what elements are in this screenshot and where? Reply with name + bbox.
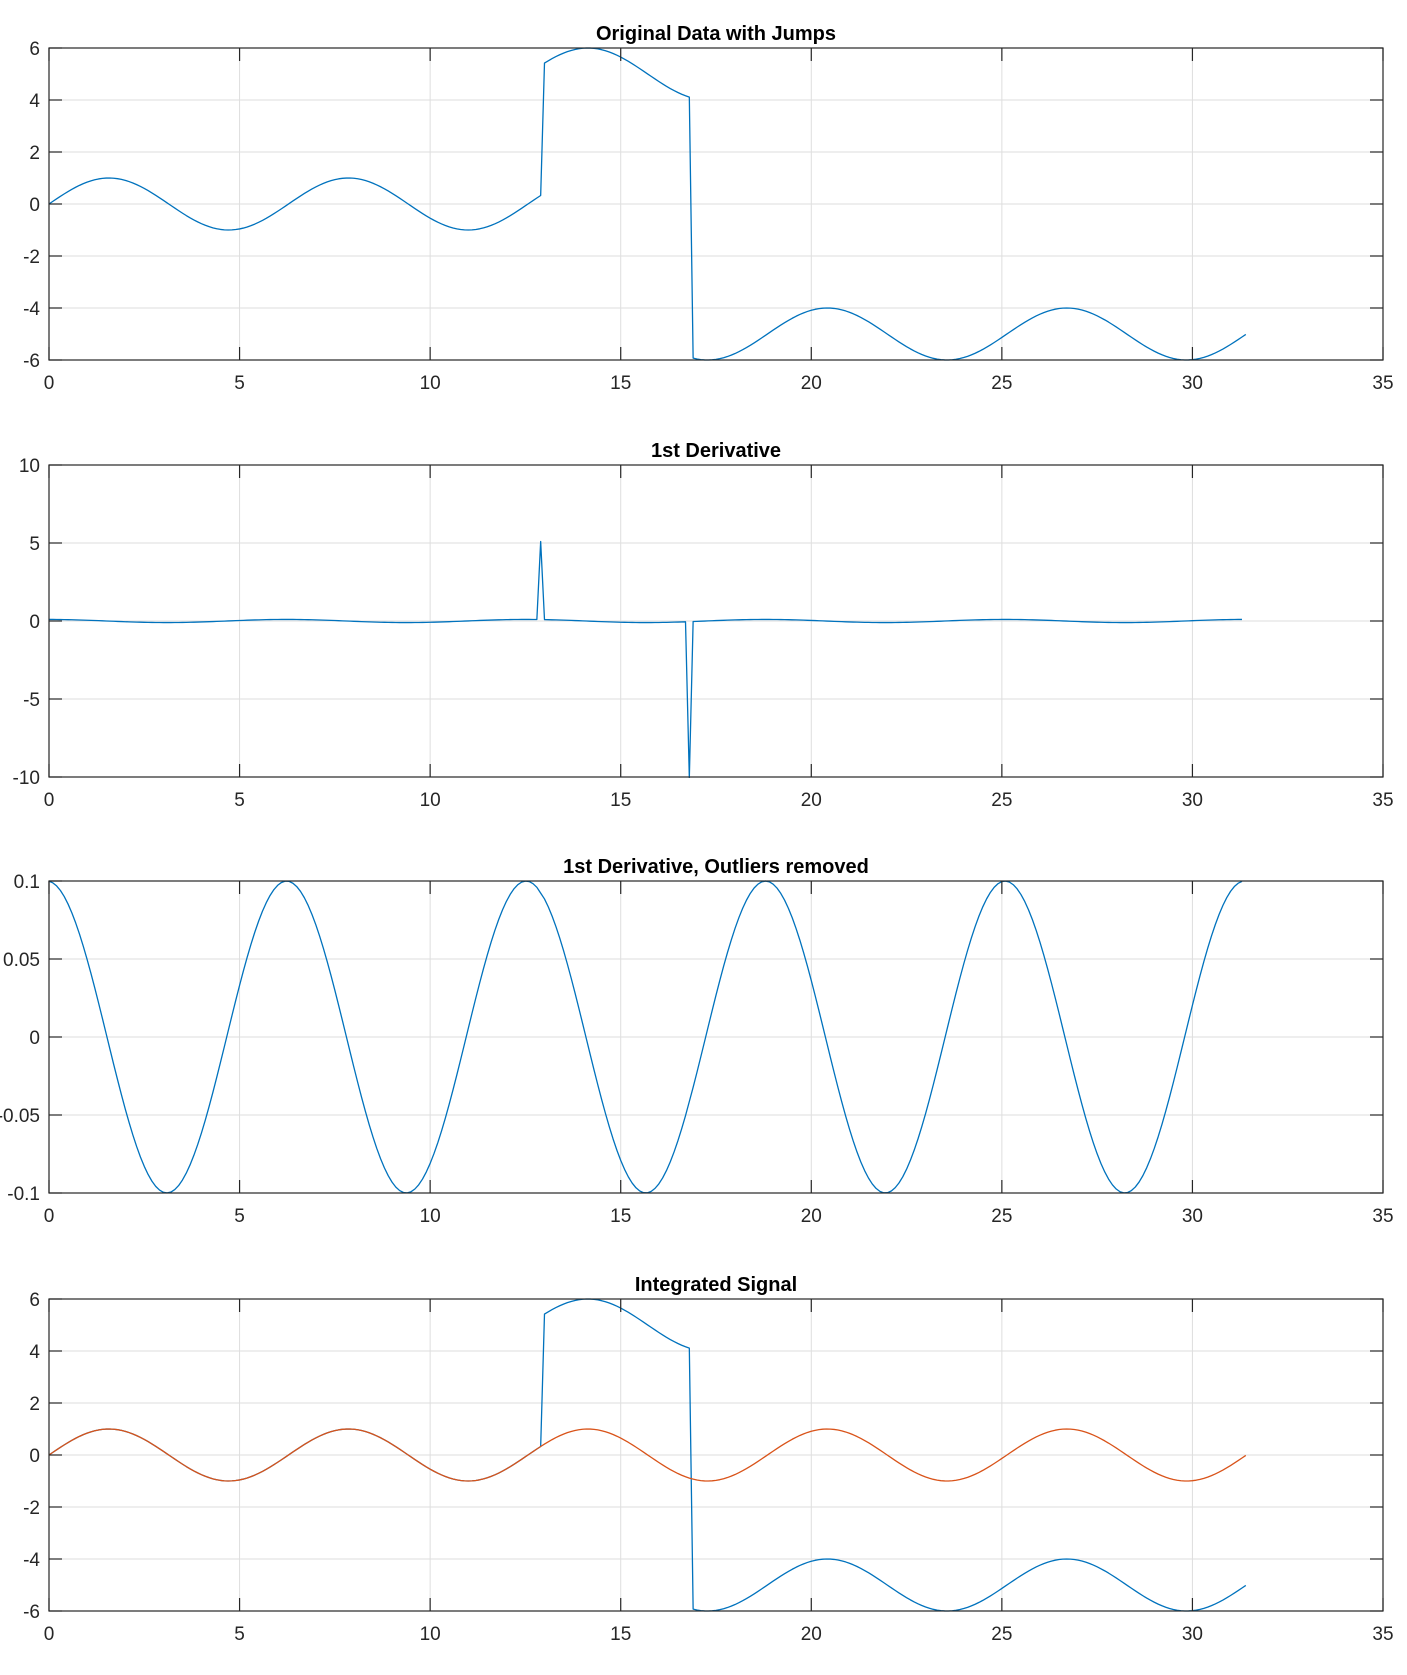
x-tick-label: 5 xyxy=(234,790,245,811)
chart-title: 1st Derivative, Outliers removed xyxy=(563,856,869,878)
y-tick-label: 5 xyxy=(29,534,40,555)
x-tick-label: 5 xyxy=(234,1206,245,1227)
x-tick-label: 15 xyxy=(610,373,631,394)
x-tick-label: 25 xyxy=(991,790,1012,811)
x-tick-label: 25 xyxy=(991,1624,1012,1645)
y-tick-label: 2 xyxy=(29,1394,40,1415)
x-tick-label: 10 xyxy=(420,790,441,811)
x-tick-label: 0 xyxy=(44,1624,55,1645)
series-line-derivative xyxy=(49,540,1242,778)
series-line-original xyxy=(49,47,1247,361)
y-tick-label: 6 xyxy=(29,39,40,60)
x-tick-label: 20 xyxy=(801,373,822,394)
y-tick-label: -10 xyxy=(13,768,40,789)
x-tick-label: 30 xyxy=(1182,790,1203,811)
x-tick-label: 35 xyxy=(1372,1624,1393,1645)
y-tick-label: 4 xyxy=(29,1342,40,1363)
x-tick-label: 15 xyxy=(610,1624,631,1645)
x-tick-label: 0 xyxy=(44,790,55,811)
y-tick-label: -4 xyxy=(23,1550,40,1571)
x-tick-label: 10 xyxy=(420,373,441,394)
x-tick-label: 15 xyxy=(610,790,631,811)
chart-title: 1st Derivative xyxy=(651,440,781,462)
y-tick-label: -2 xyxy=(23,247,40,268)
y-tick-label: 0 xyxy=(29,195,40,216)
x-tick-label: 10 xyxy=(420,1624,441,1645)
y-tick-label: -0.1 xyxy=(7,1184,40,1205)
y-tick-label: -2 xyxy=(23,1498,40,1519)
y-tick-label: 0.1 xyxy=(14,872,40,893)
series-line-integrated xyxy=(49,1428,1247,1482)
x-tick-label: 5 xyxy=(234,373,245,394)
x-tick-label: 0 xyxy=(44,1206,55,1227)
y-tick-label: 0 xyxy=(29,1028,40,1049)
x-tick-label: 35 xyxy=(1372,1206,1393,1227)
y-tick-label: 0 xyxy=(29,1446,40,1467)
x-tick-label: 0 xyxy=(44,373,55,394)
x-tick-label: 25 xyxy=(991,373,1012,394)
x-tick-label: 10 xyxy=(420,1206,441,1227)
x-tick-label: 30 xyxy=(1182,1206,1203,1227)
subplot-3: 0 5 10 15 20 25 30 35 0.1 0.05 0 -0.05 -0.1 1st Deriv… xyxy=(0,856,1394,1227)
y-tick-label: 4 xyxy=(29,91,40,112)
x-tick-label: 30 xyxy=(1182,373,1203,394)
chart-title: Original Data with Jumps xyxy=(596,23,836,45)
x-tick-label: 5 xyxy=(234,1624,245,1645)
y-tick-label: 2 xyxy=(29,143,40,164)
x-tick-label: 25 xyxy=(991,1206,1012,1227)
y-tick-label: -6 xyxy=(23,351,40,372)
x-tick-label: 30 xyxy=(1182,1624,1203,1645)
y-tick-label: -6 xyxy=(23,1602,40,1623)
chart-title: Integrated Signal xyxy=(635,1274,797,1296)
x-tick-label: 20 xyxy=(801,1624,822,1645)
x-tick-label: 35 xyxy=(1372,373,1393,394)
y-tick-label: -5 xyxy=(23,690,40,711)
x-tick-label: 15 xyxy=(610,1206,631,1227)
subplot-2: 0 5 10 15 20 25 30 35 10 5 0 -5 -10 1st Derivative xyxy=(13,440,1394,811)
y-tick-label: -0.05 xyxy=(0,1106,40,1127)
x-tick-label: 20 xyxy=(801,790,822,811)
y-tick-label: 6 xyxy=(29,1290,40,1311)
y-tick-label: 10 xyxy=(19,456,40,477)
y-tick-label: 0.05 xyxy=(3,950,40,971)
x-tick-label: 35 xyxy=(1372,790,1393,811)
y-tick-label: -4 xyxy=(23,299,40,320)
y-tick-label: 0 xyxy=(29,612,40,633)
x-tick-label: 20 xyxy=(801,1206,822,1227)
